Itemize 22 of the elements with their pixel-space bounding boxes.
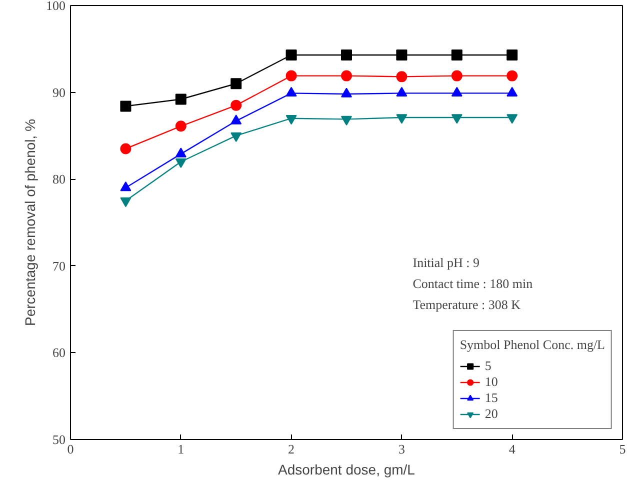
x-tick-label: 3 bbox=[398, 442, 405, 456]
y-tick-label: 80 bbox=[52, 172, 66, 187]
legend-label: 10 bbox=[484, 374, 499, 390]
y-axis-title: Percentage removal of phenol, % bbox=[22, 118, 38, 326]
legend-label: 20 bbox=[484, 406, 499, 422]
y-tick-label: 60 bbox=[52, 345, 66, 360]
x-tick-label: 4 bbox=[508, 442, 516, 456]
legend-label: 15 bbox=[484, 390, 499, 406]
legend-label: 5 bbox=[484, 358, 492, 374]
annotation: Temperature : 308 K bbox=[412, 296, 522, 312]
y-tick-label: 100 bbox=[46, 0, 66, 13]
y-tick-label: 50 bbox=[52, 432, 66, 447]
y-tick-label: 90 bbox=[52, 84, 66, 100]
annotation: Contact time : 180 min bbox=[412, 276, 534, 292]
x-tick-label: 2 bbox=[288, 442, 295, 456]
y-tick-label: 70 bbox=[52, 258, 66, 274]
legend-title: Symbol Phenol Conc. mg/L bbox=[460, 337, 605, 353]
x-axis-title: Adsorbent dose, gm/L bbox=[278, 462, 416, 478]
x-tick-label: 1 bbox=[178, 442, 184, 456]
x-tick-label: 0 bbox=[67, 442, 74, 456]
annotation: Initial pH : 9 bbox=[412, 255, 480, 270]
x-tick-label: 5 bbox=[619, 442, 626, 456]
